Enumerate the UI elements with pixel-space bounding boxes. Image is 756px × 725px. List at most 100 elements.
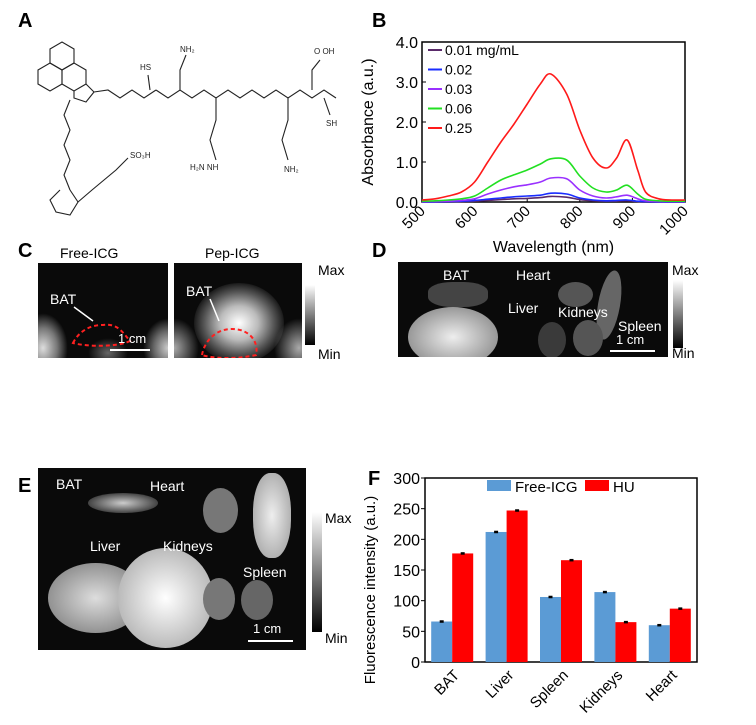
heart-label: Heart [516, 267, 551, 283]
y-tick-label: 50 [402, 624, 420, 641]
colorbar-max-label: Max [672, 262, 699, 278]
colorbar-min-label: Min [325, 630, 348, 646]
ex-vivo-organs-image-e: BAT Heart Liver Kidneys Spleen 1 cm [38, 468, 306, 650]
y-tick-label: 200 [393, 532, 420, 549]
y-tick-label: 0 [411, 655, 420, 672]
colorbar-c [305, 285, 315, 345]
arrow-icon [73, 306, 94, 322]
ex-vivo-organs-image-d: BAT Heart Liver Kidneys Spleen 1 cm [398, 262, 668, 357]
bat-label: BAT [50, 291, 77, 307]
scale-bar-label: 1 cm [616, 332, 645, 347]
x-tick-label: 700 [504, 203, 534, 233]
legend-label-4: 0.25 [445, 120, 472, 136]
y-axis-label: Absorbance (a.u.) [360, 58, 377, 185]
bar-HU-Kidneys [615, 622, 637, 662]
liver-label: Liver [508, 300, 539, 316]
chemical-structure-image: SO₃H NH₂ HS H₂N NH NH₂ O OH SH [37, 41, 337, 216]
colorbar-min-label: Min [672, 345, 695, 361]
y-tick-label: 0.0 [396, 195, 418, 212]
category-label: BAT [431, 667, 463, 699]
bar-Free-ICG-BAT [431, 621, 453, 662]
bar-HU-Heart [669, 608, 691, 662]
bat-roi-outline [71, 323, 132, 347]
scale-bar [248, 640, 293, 642]
panel-label-a: A [18, 10, 33, 32]
fluorescence-bar-chart: 0 50 100 150 200 250 300 Fluorescence intensity… [362, 471, 698, 717]
svg-text:NH₂: NH₂ [284, 165, 299, 174]
legend-label-1: 0.02 [445, 62, 472, 78]
svg-text:O OH: O OH [314, 47, 335, 56]
bar-Free-ICG-Liver [485, 531, 507, 662]
panel-label-b: B [372, 10, 387, 32]
colorbar-max-label: Max [318, 262, 345, 278]
pep-icg-title: Pep-ICG [205, 245, 260, 261]
legend-label-1: HU [613, 479, 635, 496]
scale-bar [610, 350, 655, 352]
y-tick-label: 150 [393, 563, 420, 580]
svg-text:HS: HS [140, 63, 151, 72]
bar-HU-Liver [506, 510, 528, 662]
y-tick-label: 2.0 [396, 115, 418, 132]
legend-label-0: 0.01 mg/mL [445, 42, 519, 58]
y-axis-label: Fluorescence intensity (a.u.) [362, 496, 379, 684]
series-line-2 [421, 176, 685, 203]
y-tick-label: 3.0 [396, 75, 418, 92]
bar-Free-ICG-Heart [648, 625, 670, 662]
bat-roi-outline [200, 327, 258, 358]
y-tick-label: 4.0 [396, 35, 418, 52]
x-tick-label: 1000 [656, 203, 692, 239]
legend-label-0: Free-ICG [515, 479, 578, 496]
bar-HU-Spleen [561, 560, 582, 662]
x-axis-label: Wavelength (nm) [493, 239, 614, 256]
svg-text:SO₃H: SO₃H [130, 151, 151, 160]
svg-text:SH: SH [326, 119, 337, 128]
legend-swatch-0 [487, 480, 511, 491]
spleen-label: Spleen [618, 318, 662, 334]
svg-text:H₂N NH: H₂N NH [190, 163, 219, 172]
y-tick-label: 100 [393, 594, 420, 611]
bat-label: BAT [186, 283, 213, 299]
spleen-label: Spleen [243, 564, 287, 580]
liver-label: Liver [90, 538, 121, 554]
heart-label: Heart [150, 478, 185, 494]
x-tick-label: 900 [610, 203, 640, 233]
panel-label-d: D [372, 240, 387, 262]
scale-bar-label: 1 cm [253, 621, 282, 636]
free-icg-image: BAT 1 cm [38, 263, 168, 358]
kidneys-label: Kidneys [558, 304, 608, 320]
kidneys-label: Kidneys [163, 538, 213, 554]
series-line-3 [421, 157, 686, 203]
colorbar-min-label: Min [318, 346, 341, 362]
colorbar-d [673, 280, 683, 348]
series-line-1 [421, 192, 685, 203]
pep-icg-image: BAT [174, 263, 302, 358]
bat-label: BAT [443, 267, 470, 283]
arrow-icon [209, 298, 220, 322]
x-tick-label: 600 [452, 203, 482, 233]
x-tick-label: 800 [557, 203, 587, 233]
y-tick-label: 300 [393, 471, 420, 488]
bar-Free-ICG-Kidneys [594, 592, 616, 662]
category-label: Liver [482, 667, 517, 702]
y-tick-label: 250 [393, 502, 420, 519]
colorbar-e [312, 512, 322, 632]
category-label: Kidneys [576, 667, 626, 717]
legend-label-3: 0.06 [445, 101, 472, 117]
panel-label-c: C [18, 240, 33, 262]
bar-HU-BAT [452, 553, 474, 662]
panel-label-e: E [18, 475, 32, 497]
panel-label-f: F [368, 468, 381, 490]
series-line-4 [421, 72, 686, 201]
colorbar-max-label: Max [325, 510, 352, 526]
free-icg-title: Free-ICG [60, 245, 119, 261]
category-label: Heart [643, 666, 682, 705]
legend-swatch-1 [585, 480, 609, 491]
scale-bar [110, 349, 150, 351]
svg-text:NH₂: NH₂ [180, 45, 195, 54]
scale-bar-label: 1 cm [118, 331, 147, 346]
y-tick-label: 1.0 [396, 155, 418, 172]
bar-Free-ICG-Spleen [540, 596, 561, 662]
bat-label: BAT [56, 476, 83, 492]
legend-label-2: 0.03 [445, 81, 472, 97]
